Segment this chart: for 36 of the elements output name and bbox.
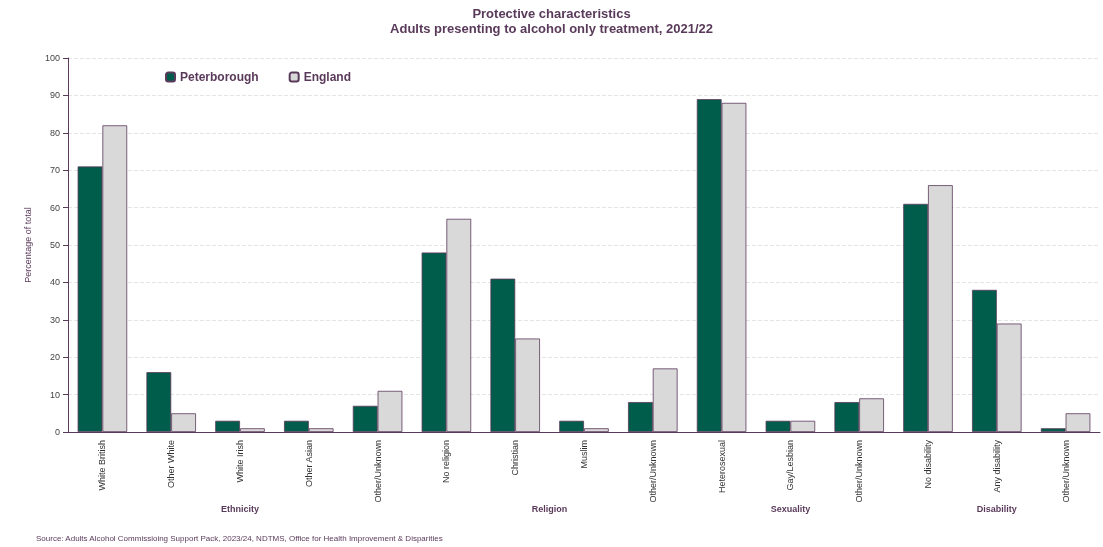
- x-tick-label: White Irish: [235, 440, 245, 483]
- text: Ethnicity: [220, 503, 260, 514]
- x-tick-label: Christian: [510, 440, 521, 476]
- legend-label: Peterborough: [180, 70, 259, 84]
- y-tick-label: 0: [54, 427, 60, 437]
- y-tick-label: 10: [49, 389, 60, 400]
- y-tick-label: 20: [49, 352, 60, 363]
- x-tick-label: Any disability: [991, 439, 1002, 493]
- x-tick-label: Other/Unknown: [854, 440, 865, 503]
- y-tick-label: 90: [49, 90, 60, 101]
- x-tick-label: Heterosexual: [716, 440, 727, 494]
- y-tick-label: 100: [44, 53, 60, 63]
- text: Religion: [531, 503, 568, 514]
- x-tick-label: Other/Unknown: [647, 440, 658, 503]
- y-tick-label: 30: [49, 314, 60, 325]
- x-tick-label: Other/Unknown: [372, 440, 383, 503]
- text: Disability: [976, 503, 1017, 514]
- x-tick-label: Muslim: [579, 440, 589, 469]
- x-tick-label: Other/Unknown: [1060, 440, 1071, 503]
- text: Sexuality: [770, 503, 811, 514]
- x-tick-label: No disability: [923, 439, 933, 489]
- x-tick-label: White British: [97, 440, 108, 491]
- x-tick-label: Other White: [166, 440, 177, 489]
- chart-title: Protective characteristics: [472, 6, 631, 21]
- x-tick-label: Other Asian: [303, 440, 314, 488]
- y-tick-label: 60: [49, 202, 60, 213]
- y-axis-title: Percentage of total: [22, 207, 33, 283]
- x-tick-label: Gay/Lesbian: [785, 440, 796, 491]
- y-tick-label: 70: [49, 165, 60, 176]
- chart-subtitle: Adults presenting to alcohol only treatment, 2021/22: [390, 21, 713, 36]
- legend-label: England: [303, 70, 352, 84]
- x-tick-label: No religion: [441, 440, 452, 484]
- y-tick-label: 40: [49, 277, 60, 288]
- y-tick-label: 80: [49, 127, 60, 138]
- y-tick-label: 50: [49, 240, 60, 250]
- source-note: Source: Adults Alcohol Commissioing Support Pack, 2023/24, NDTMS, Office for Health Improvement & Disparities: [36, 533, 443, 543]
